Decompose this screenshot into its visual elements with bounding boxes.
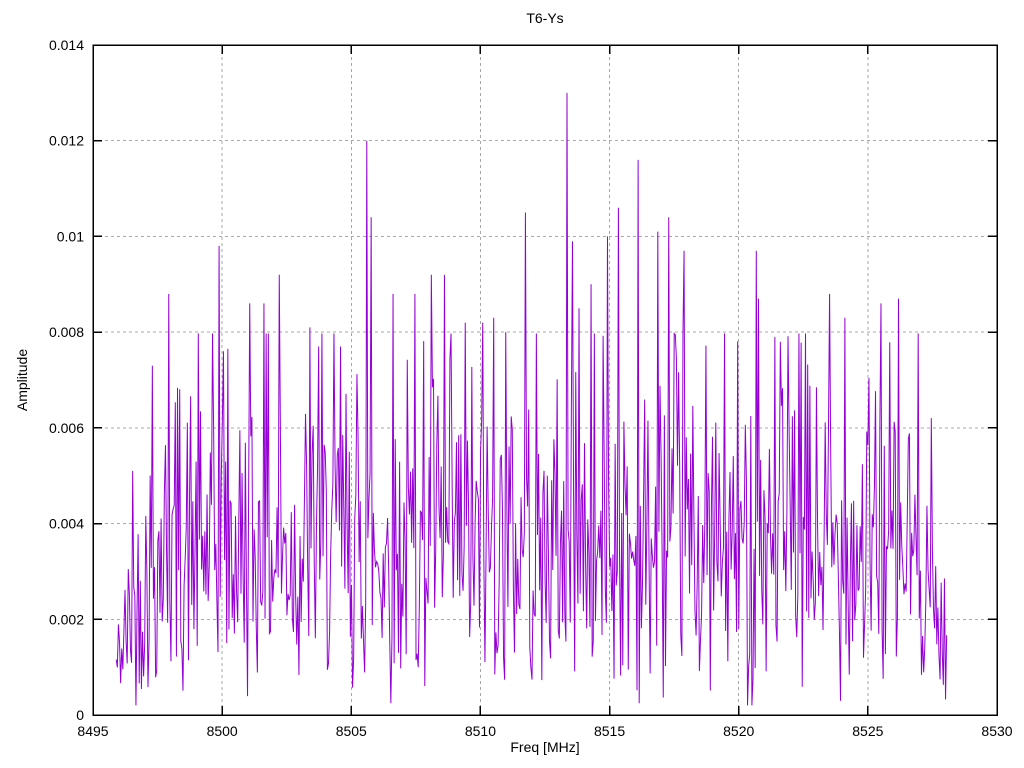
y-tick-label: 0.008 — [49, 324, 84, 340]
y-tick-label: 0.014 — [49, 37, 84, 53]
y-tick-label: 0 — [76, 707, 84, 723]
x-tick-label: 8500 — [207, 723, 238, 739]
spectrum-line — [115, 92, 948, 706]
x-tick-label: 8505 — [336, 723, 367, 739]
y-tick-label: 0.002 — [49, 611, 84, 627]
y-tick-label: 0.006 — [49, 420, 84, 436]
plot-border — [92, 44, 998, 716]
x-tick-label: 8525 — [852, 723, 883, 739]
y-axis-label: Amplitude — [14, 348, 30, 412]
y-tick-label: 0.012 — [49, 133, 84, 149]
x-axis-label: Freq [MHz] — [510, 739, 580, 755]
chart-title: T6-Ys — [526, 10, 564, 26]
y-tick-label: 0.01 — [57, 228, 84, 244]
y-tick-label: 0.004 — [49, 516, 84, 532]
x-tick-label: 8530 — [981, 723, 1012, 739]
x-tick-label: 8495 — [77, 723, 108, 739]
x-tick-label: 8520 — [723, 723, 754, 739]
x-tick-label: 8510 — [465, 723, 496, 739]
x-tick-label: 8515 — [594, 723, 625, 739]
